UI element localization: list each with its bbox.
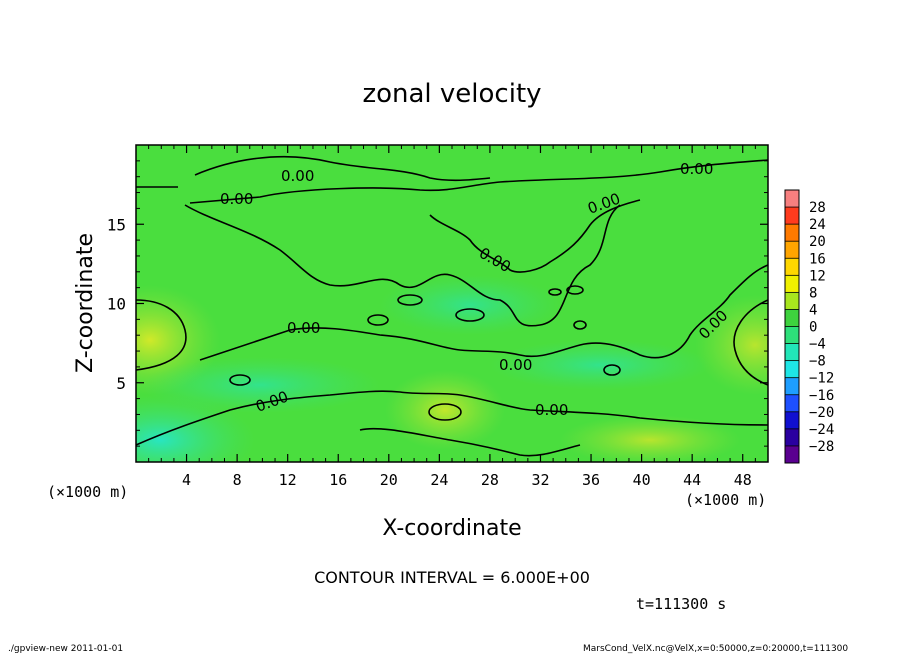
x-tick-label: 4 xyxy=(182,471,191,489)
contour-label: 0.00 xyxy=(281,167,314,185)
colorbar-swatch xyxy=(785,224,799,242)
footer-left: ./gpview-new 2011-01-01 xyxy=(8,644,123,654)
contour-line xyxy=(136,159,768,204)
y-tick-label: 5 xyxy=(116,374,126,393)
y-tick-label: 10 xyxy=(107,295,126,314)
positive-region-right xyxy=(695,295,768,395)
x-axis-label: X-coordinate xyxy=(382,516,521,541)
negative-region-middle-right xyxy=(490,340,710,390)
colorbar-label: −8 xyxy=(809,354,826,370)
colorbar-label: −12 xyxy=(809,371,834,387)
x-tick-label: 16 xyxy=(329,471,347,489)
contour-line xyxy=(566,285,584,295)
x-tick-label: 24 xyxy=(430,471,448,489)
colorbar-swatch xyxy=(785,275,799,293)
colorbar-label: 0 xyxy=(809,320,817,336)
colorbar-swatch xyxy=(785,309,799,327)
x-tick-label: 36 xyxy=(582,471,600,489)
contour-line xyxy=(455,308,485,322)
colorbar-label: 24 xyxy=(809,217,826,233)
contour-line xyxy=(136,299,187,371)
y-axis: 5 10 15 xyxy=(107,160,768,447)
colorbar-label: −16 xyxy=(809,388,834,404)
contour-label: 0.00 xyxy=(499,356,532,374)
contour-line xyxy=(429,199,641,273)
x-tick-label: 44 xyxy=(683,471,701,489)
y-tick-label: 15 xyxy=(107,215,126,234)
colorbar-label: −4 xyxy=(809,337,826,353)
colorbar-swatch xyxy=(785,343,799,361)
x-tick-label: 40 xyxy=(633,471,651,489)
y-axis-label: Z-coordinate xyxy=(73,233,98,373)
contour-line xyxy=(397,294,423,306)
x-tick-label: 48 xyxy=(734,471,752,489)
x-tick-label: 28 xyxy=(481,471,499,489)
contour-line xyxy=(548,288,562,296)
contour-line xyxy=(229,374,251,386)
time-text: t=111300 s xyxy=(636,595,726,613)
x-tick-label: 12 xyxy=(279,471,297,489)
footer-right: MarsCond_VelX.nc@VelX,x=0:50000,z=0:2000… xyxy=(583,644,848,654)
x-unit-right: (×1000 m) xyxy=(685,491,766,509)
contour-label: 0.00 xyxy=(680,160,713,178)
colorbar-label: 12 xyxy=(809,268,826,284)
colorbar-swatch xyxy=(785,445,799,463)
contour-line xyxy=(199,264,768,361)
colorbar-swatch xyxy=(785,377,799,395)
contour-line xyxy=(603,364,621,376)
plot-area: 0.00 0.00 0.00 0.00 0.00 0.00 0.00 0.00 … xyxy=(136,145,768,462)
contour-line xyxy=(428,403,462,421)
contour-label: 0.00 xyxy=(220,190,253,208)
contour-line xyxy=(573,320,587,330)
x-tick-label: 8 xyxy=(233,471,242,489)
chart-title: zonal velocity xyxy=(362,79,541,109)
colorbar-swatch xyxy=(785,428,799,446)
contour-line xyxy=(136,390,768,446)
negative-region-middle-left xyxy=(140,357,380,413)
x-tick-label: 20 xyxy=(380,471,398,489)
colorbar-swatch xyxy=(785,360,799,378)
colorbar-label: −20 xyxy=(809,405,834,421)
colorbar-label: 16 xyxy=(809,251,826,267)
colorbar-label: 4 xyxy=(809,302,817,318)
x-axis: 4 8 12 16 20 24 28 32 36 40 44 48 xyxy=(148,145,756,489)
colorbar-swatch xyxy=(785,207,799,225)
colorbar-label: 28 xyxy=(809,200,826,216)
x-unit-left: (×1000 m) xyxy=(47,483,128,501)
x-tick-label: 32 xyxy=(531,471,549,489)
positive-region-center xyxy=(385,370,505,450)
contour-label: 0.00 xyxy=(535,401,568,419)
colorbar-swatch xyxy=(785,258,799,276)
colorbar-swatch xyxy=(785,411,799,429)
contour-line xyxy=(367,314,389,326)
contour-line xyxy=(733,299,768,386)
colorbar-swatch xyxy=(785,292,799,310)
contour-interval-text: CONTOUR INTERVAL = 6.000E+00 xyxy=(314,568,590,587)
contour-line xyxy=(359,427,581,457)
colorbar-label: 20 xyxy=(809,234,826,250)
contour-line xyxy=(194,155,491,182)
colorbar-swatch xyxy=(785,326,799,344)
colorbar-swatch xyxy=(785,241,799,259)
negative-region-upper xyxy=(380,275,560,335)
contour-label: 0.00 xyxy=(287,319,320,337)
colorbar-label: −24 xyxy=(809,422,834,438)
colorbar-label: −28 xyxy=(809,439,834,455)
contour-lines xyxy=(136,155,768,457)
positive-region-bottom xyxy=(560,415,740,462)
colorbar-swatch xyxy=(785,394,799,412)
colorbar-swatch xyxy=(785,190,799,208)
contour-line xyxy=(184,204,621,327)
colorbar-label: 8 xyxy=(809,285,817,301)
